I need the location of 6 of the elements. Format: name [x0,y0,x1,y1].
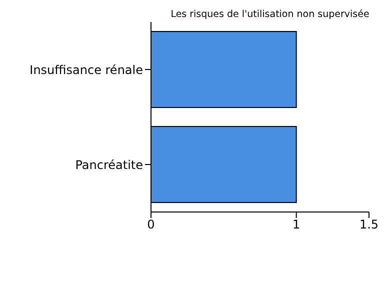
chart-title: Les risques de l'utilisation non supervisée [170,8,370,22]
x-tick-label: 1 [292,218,300,232]
x-tick-label: 0 [147,218,155,232]
x-tick-label: 1.5 [359,218,379,232]
y-tick-label: Pancréatite [75,158,143,172]
y-tick-label: Insuffisance rénale [30,62,143,77]
